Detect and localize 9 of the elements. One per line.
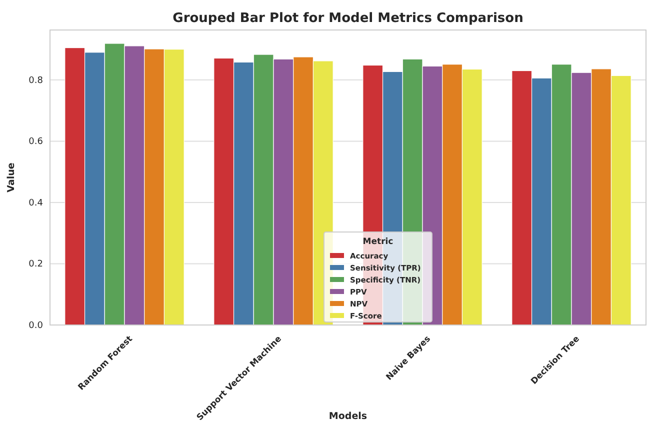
y-tick-label: 0.2 [28, 260, 43, 270]
y-tick-label: 0.4 [28, 198, 44, 208]
legend-title: Metric [362, 237, 394, 247]
chart-title: Grouped Bar Plot for Model Metrics Comparison [172, 11, 524, 26]
x-axis-title: Models [328, 411, 368, 422]
y-tick-label: 0.6 [28, 137, 44, 148]
y-tick-label: 0.0 [28, 320, 44, 331]
y-axis-title: Value [6, 162, 17, 192]
y-tick-label: 0.8 [28, 76, 44, 86]
